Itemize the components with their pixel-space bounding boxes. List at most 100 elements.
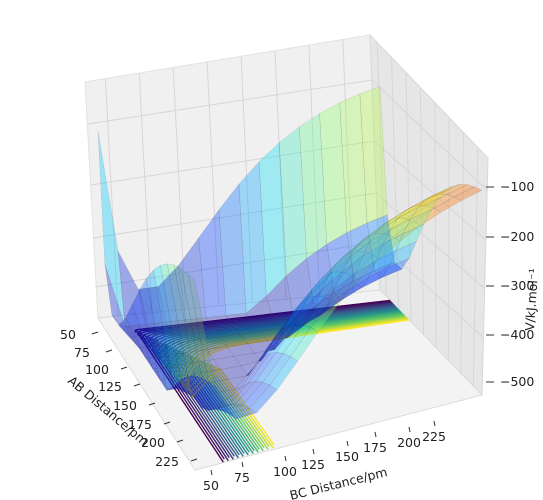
surface-patch bbox=[193, 392, 222, 408]
surface-patch bbox=[258, 141, 287, 297]
surface-patch bbox=[218, 183, 247, 316]
surface-patch bbox=[321, 256, 350, 290]
surface-patch bbox=[185, 349, 215, 363]
surface-patch bbox=[339, 93, 368, 233]
surface-patch bbox=[368, 249, 397, 278]
surface-patch bbox=[166, 263, 195, 377]
y-tick-mark bbox=[284, 455, 287, 462]
surface-patch bbox=[253, 333, 282, 361]
surface-patch bbox=[301, 274, 330, 310]
surface-patch bbox=[200, 402, 230, 411]
grid-line bbox=[434, 102, 437, 348]
surface-patch bbox=[144, 321, 173, 336]
grid-line bbox=[405, 72, 412, 323]
surface-patch bbox=[355, 243, 384, 274]
surface-patch bbox=[241, 353, 270, 388]
grid-line bbox=[90, 140, 375, 186]
surface-patch bbox=[425, 194, 455, 209]
surface-patch bbox=[228, 407, 258, 420]
surface-patch bbox=[351, 254, 380, 281]
surface-patch bbox=[389, 207, 419, 231]
y-tick-mark bbox=[241, 461, 244, 468]
y-tick-label: 150 bbox=[335, 449, 359, 464]
surface-patch bbox=[402, 209, 432, 234]
grid-line bbox=[419, 87, 425, 335]
surface-patch bbox=[388, 241, 417, 268]
surface-patch bbox=[308, 263, 337, 296]
surface-patch bbox=[232, 322, 261, 335]
surface-patch bbox=[185, 317, 214, 331]
surface-patch bbox=[221, 404, 251, 415]
surface-patch bbox=[375, 232, 404, 262]
surface-patch bbox=[398, 204, 428, 220]
grid-lines bbox=[87, 39, 488, 387]
surface-patch bbox=[418, 193, 448, 207]
grid-line bbox=[172, 67, 186, 310]
surface-patch bbox=[359, 86, 388, 224]
surface-patch bbox=[382, 218, 412, 245]
grid-line bbox=[460, 132, 465, 374]
surface-patch bbox=[125, 303, 154, 370]
surface-patch bbox=[145, 355, 174, 370]
surface-patch bbox=[364, 233, 394, 256]
surface-patch bbox=[385, 218, 414, 238]
x-tick-mark bbox=[176, 439, 184, 443]
surface-patch bbox=[371, 217, 400, 235]
contour-line bbox=[134, 299, 391, 463]
x-tick-label: 100 bbox=[85, 362, 109, 377]
surface-patch bbox=[235, 380, 264, 406]
surface-patch bbox=[362, 228, 392, 258]
surface-patch bbox=[249, 384, 278, 414]
surface-patch bbox=[254, 328, 283, 366]
grid-line bbox=[447, 117, 450, 361]
surface-patch bbox=[247, 335, 276, 376]
surface-patch bbox=[347, 260, 377, 291]
surface-patch bbox=[208, 403, 236, 411]
surface-patch bbox=[433, 196, 463, 213]
y-tick-label: 75 bbox=[234, 470, 250, 485]
surface-patch bbox=[187, 273, 216, 389]
surface-patch bbox=[152, 365, 181, 380]
grid-line bbox=[274, 50, 287, 300]
surface-patch bbox=[302, 272, 331, 302]
surface-patch bbox=[293, 306, 322, 327]
surface-patch bbox=[173, 379, 202, 408]
surface-patch bbox=[410, 197, 439, 220]
surface-patch bbox=[261, 324, 290, 359]
surface-patch bbox=[327, 272, 357, 306]
contour-line bbox=[159, 309, 400, 456]
surface-patch bbox=[296, 295, 325, 325]
surface-patch bbox=[453, 186, 483, 201]
surface-patch bbox=[331, 275, 360, 305]
surface-patch bbox=[131, 334, 160, 349]
surface-patch bbox=[391, 204, 420, 220]
surface-patch bbox=[219, 334, 248, 347]
x-tick-mark bbox=[120, 366, 128, 370]
grid-line bbox=[138, 73, 153, 313]
surface-patch bbox=[180, 268, 209, 383]
surface-patch bbox=[171, 329, 201, 343]
surface-patch bbox=[160, 263, 188, 381]
surface-patch bbox=[151, 332, 180, 346]
surface-patch bbox=[377, 210, 405, 232]
surface-patch bbox=[392, 221, 421, 242]
contour-line bbox=[146, 304, 395, 457]
x-tick-label: 75 bbox=[74, 345, 90, 360]
surface-patch bbox=[213, 356, 242, 370]
x-tick-label: 150 bbox=[113, 398, 137, 413]
surface-patch bbox=[316, 256, 344, 285]
surface-patch bbox=[290, 326, 319, 362]
surface-patch bbox=[316, 271, 346, 298]
surface-patch bbox=[179, 372, 208, 387]
surface-patch bbox=[266, 275, 294, 321]
surface-patch bbox=[340, 277, 369, 301]
surface-patch bbox=[178, 339, 208, 353]
surface-patch bbox=[405, 205, 435, 222]
surface-patch bbox=[320, 289, 349, 316]
contour-line bbox=[167, 311, 402, 452]
y-tick-label: 50 bbox=[203, 478, 219, 493]
surface-patch bbox=[314, 271, 343, 306]
surface-patch bbox=[373, 261, 403, 278]
grid-line bbox=[371, 79, 488, 191]
